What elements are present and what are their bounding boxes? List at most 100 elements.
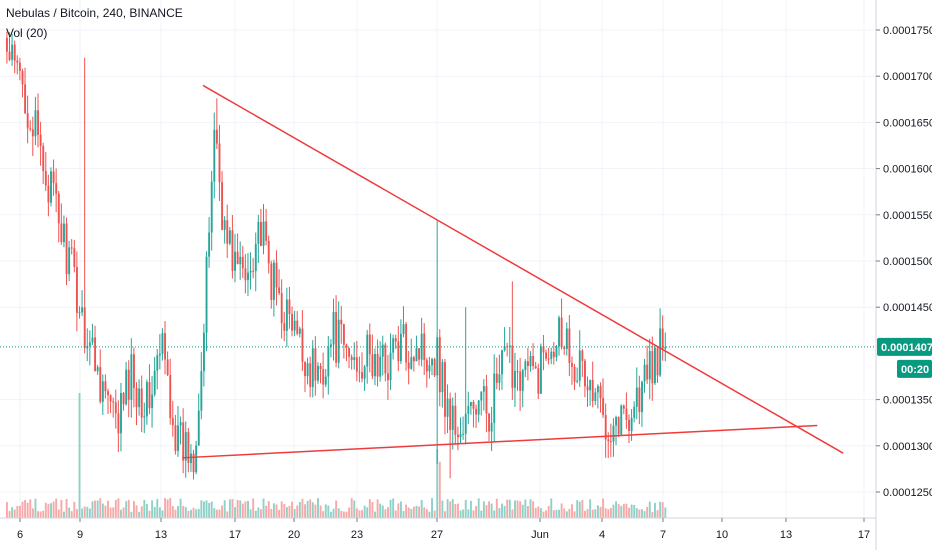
candle-body <box>560 317 563 348</box>
candle-body <box>319 365 322 370</box>
candle-body <box>410 357 413 369</box>
candle-body <box>174 425 177 451</box>
candle-body <box>584 360 586 387</box>
current-price-label: 0.0001407 <box>881 342 932 354</box>
candle-body <box>571 362 573 367</box>
volume-bar <box>91 501 94 518</box>
price-tick-label: 0.0001450 <box>883 302 932 314</box>
volume-bar <box>239 500 242 518</box>
candle-body <box>501 350 503 375</box>
volume-bar <box>29 499 32 518</box>
volume-bar <box>490 503 493 518</box>
candle-body <box>324 376 327 385</box>
volume-bar <box>521 504 524 518</box>
volume-bar <box>265 505 268 518</box>
volume-bar <box>519 501 522 518</box>
volume-bar <box>389 499 392 518</box>
volume-bar <box>534 507 537 518</box>
volume-bar <box>617 504 620 518</box>
price-axis[interactable]: 0.0001750 0.0001700 0.0001650 0.0001600 0.00… <box>875 0 932 550</box>
candle-body <box>50 171 52 203</box>
volume-bar <box>83 506 86 518</box>
candle-body <box>656 347 659 376</box>
volume-bar <box>55 498 58 518</box>
volume-bar <box>407 507 410 518</box>
volume-bar <box>8 511 11 518</box>
candle-body <box>355 357 358 372</box>
candle-body <box>433 359 436 376</box>
candle-body <box>524 361 527 371</box>
trendline-ascending-support <box>182 424 818 459</box>
candle-body <box>177 425 179 451</box>
volume-bar <box>648 501 651 518</box>
candle-body <box>661 328 664 349</box>
volume-bar <box>228 499 231 518</box>
candle-body <box>459 434 462 438</box>
volume-bar <box>446 499 449 518</box>
candle-body <box>555 346 558 358</box>
candle-body <box>532 355 535 367</box>
candle-body <box>52 171 55 184</box>
symbol-legend[interactable]: Nebulas / Bitcoin, 240, BINANCE <box>6 6 183 20</box>
candle-body <box>135 387 138 408</box>
volume-bar <box>78 393 81 518</box>
volume-bar <box>130 511 133 518</box>
volume-legend[interactable]: Vol (20) <box>6 26 47 40</box>
volume-bar <box>578 501 581 518</box>
candle-body <box>140 388 143 418</box>
trendlines[interactable] <box>182 84 844 459</box>
candle-body <box>348 348 351 357</box>
candle-body <box>558 317 560 347</box>
candle-body <box>296 320 299 334</box>
volume-bar <box>114 499 117 518</box>
volume-bar <box>112 507 115 518</box>
volume-bar <box>104 505 107 518</box>
candle-body <box>133 354 135 388</box>
candle-body <box>394 338 397 342</box>
candle-body <box>24 84 27 114</box>
volume-bar <box>267 501 270 518</box>
volume-bar <box>345 511 348 518</box>
price-tick-label: 0.0001300 <box>883 441 932 453</box>
volume-bar <box>555 509 558 518</box>
volume-bar <box>63 511 65 518</box>
candle-body <box>236 251 239 265</box>
candle-body <box>221 182 224 230</box>
volume-bar <box>247 500 249 518</box>
volume-bar <box>260 509 262 518</box>
volume-bar <box>117 498 120 518</box>
volume-bar <box>187 510 190 518</box>
candle-body <box>8 51 11 60</box>
volume-bar <box>39 511 42 518</box>
volume-bar <box>337 508 340 518</box>
volume-bar <box>60 500 63 518</box>
volume-bar <box>182 505 185 518</box>
candle-body <box>602 398 605 415</box>
volume-bar <box>441 500 444 518</box>
volume-bar <box>612 504 615 518</box>
volume-bar <box>641 509 643 518</box>
volume-bar <box>177 505 179 518</box>
volume-bar <box>353 500 356 518</box>
candle-body <box>609 441 612 443</box>
candle-body <box>374 353 376 377</box>
volume-bar <box>65 498 68 518</box>
time-tick-label: 4 <box>599 529 605 541</box>
candle-body <box>596 386 599 393</box>
time-tick-label: 27 <box>431 529 443 541</box>
time-tick-label: 23 <box>351 529 363 541</box>
volume-bar <box>158 507 161 518</box>
time-axis[interactable]: 6 9 13 17 20 23 27 Jun 4 7 10 13 17 <box>0 517 876 541</box>
candle-body <box>195 445 198 473</box>
candle-body <box>397 341 400 362</box>
volume-bar <box>166 499 169 518</box>
volume-bar <box>52 501 55 518</box>
volume-bar <box>374 511 376 518</box>
candle-body <box>223 220 226 230</box>
time-tick-label: 17 <box>229 529 241 541</box>
candle-body <box>130 354 133 400</box>
candle-body <box>231 230 234 271</box>
candle-body <box>402 324 405 334</box>
volume-bar <box>628 507 630 518</box>
